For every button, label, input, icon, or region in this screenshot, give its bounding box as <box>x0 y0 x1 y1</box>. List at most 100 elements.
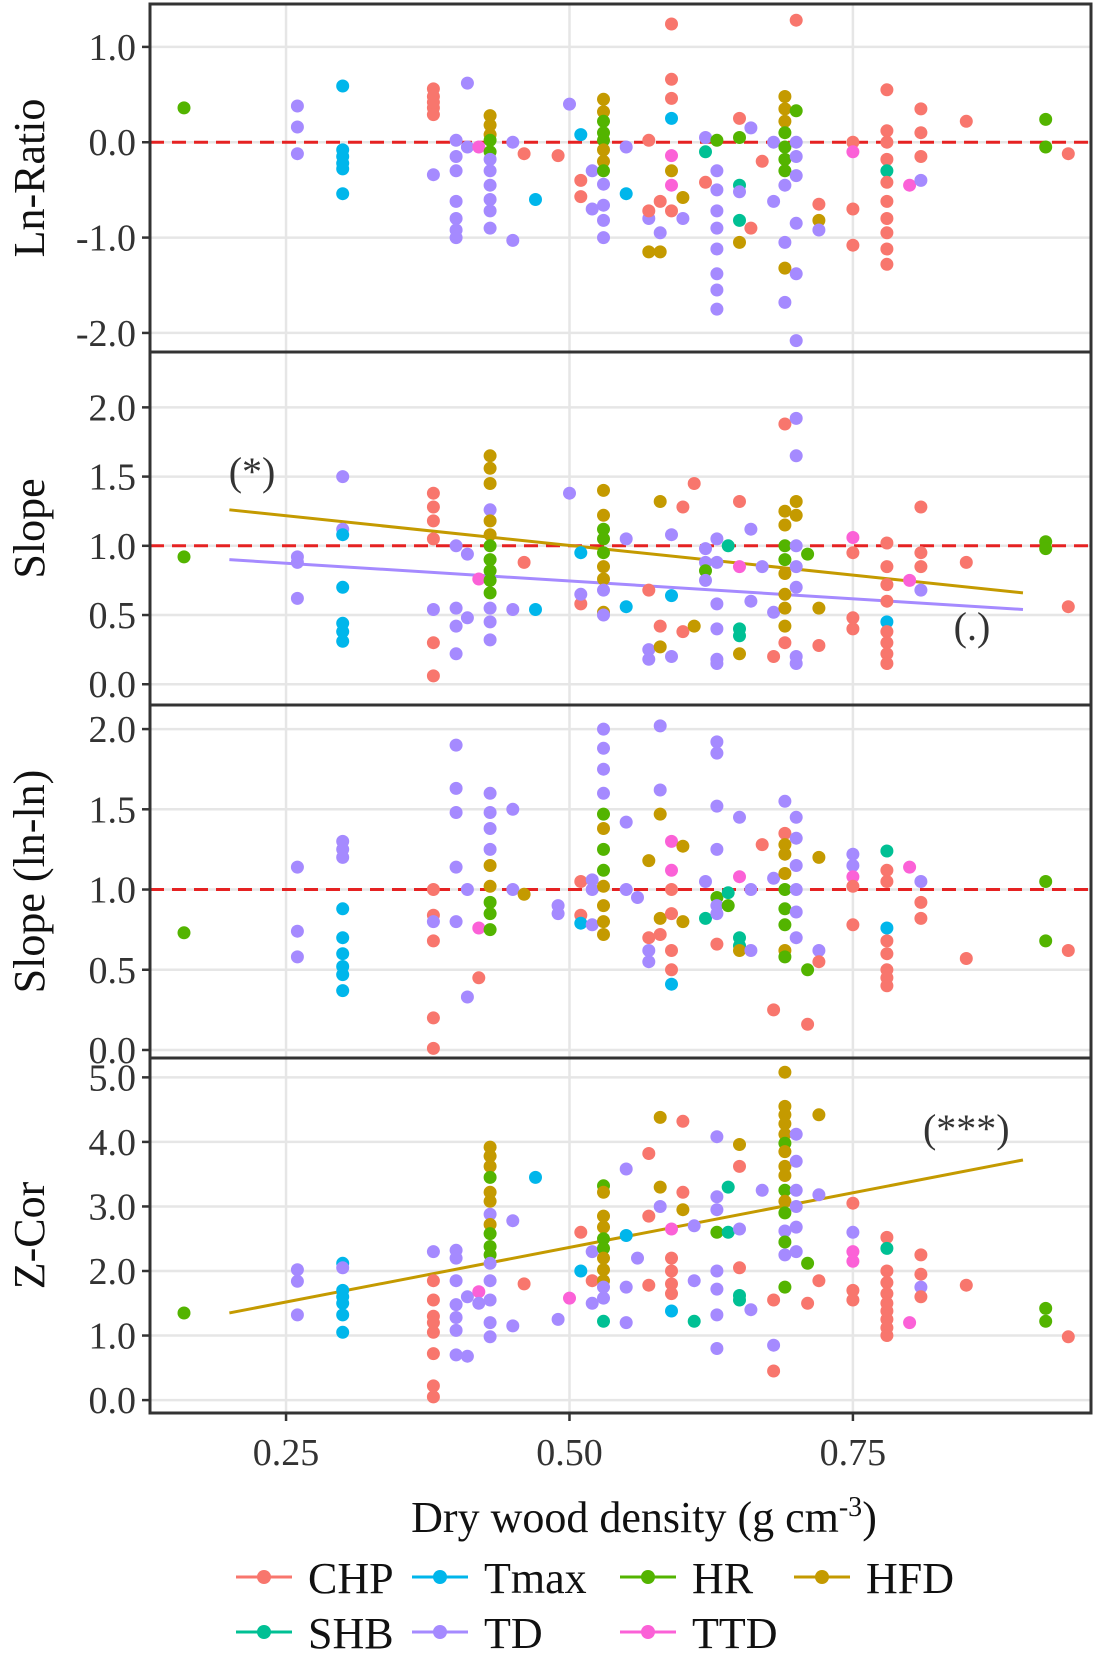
data-point-hr <box>483 564 497 578</box>
data-point-hfd <box>597 92 610 106</box>
data-point-td <box>449 1311 463 1324</box>
data-point-td <box>789 657 803 670</box>
data-point-chp <box>733 495 746 508</box>
data-point-chp <box>914 1267 928 1281</box>
legend-item-shb: SHB <box>236 1609 394 1658</box>
significance-annotation: (*) <box>229 449 276 494</box>
data-point-ttd <box>733 870 746 884</box>
data-point-td <box>460 140 474 154</box>
data-point-td <box>483 806 497 819</box>
data-point-ttd <box>846 1245 860 1259</box>
data-point-td <box>914 875 928 888</box>
data-point-td <box>710 597 724 611</box>
data-point-ttd <box>665 834 678 848</box>
data-point-td <box>449 1348 463 1362</box>
data-point-td <box>665 650 678 663</box>
data-point-td <box>778 295 792 309</box>
data-point-ttd <box>846 870 860 884</box>
data-point-td <box>789 216 803 230</box>
data-point-hfd <box>778 601 792 615</box>
data-point-td <box>483 842 497 856</box>
data-point-chp <box>914 126 928 140</box>
data-point-chp <box>880 83 894 97</box>
data-point-chp <box>517 1277 531 1291</box>
data-point-td <box>733 185 746 199</box>
data-point-hfd <box>483 528 497 542</box>
data-point-td <box>483 1256 497 1270</box>
data-point-hr <box>483 553 497 567</box>
data-point-chp <box>1061 600 1075 614</box>
data-point-hfd <box>597 1263 610 1277</box>
data-point-shb <box>880 164 894 178</box>
data-point-tmax <box>574 546 588 560</box>
data-point-chp <box>642 931 656 945</box>
data-point-td <box>619 1162 633 1176</box>
data-point-td <box>449 738 463 752</box>
data-point-hfd <box>653 911 667 925</box>
data-point-hr <box>778 164 792 178</box>
data-point-td <box>597 722 610 736</box>
data-point-td <box>789 539 803 553</box>
data-point-chp <box>676 500 690 514</box>
data-point-chp <box>812 955 826 969</box>
legend-label: TTD <box>692 1609 778 1658</box>
data-point-td <box>597 583 610 597</box>
data-point-td <box>653 1200 667 1213</box>
data-point-td <box>744 522 758 536</box>
data-point-chp <box>959 1278 973 1292</box>
data-point-td <box>483 822 497 835</box>
data-point-hfd <box>597 822 610 835</box>
data-point-hfd <box>642 854 656 868</box>
data-point-td <box>733 1222 746 1236</box>
data-point-chp <box>653 928 667 941</box>
data-point-chp <box>642 583 656 597</box>
data-point-hr <box>1039 542 1053 556</box>
data-point-chp <box>755 838 769 852</box>
y-tick-label: 1.0 <box>89 1316 137 1358</box>
data-point-hfd <box>597 899 610 913</box>
panel-background <box>150 705 1091 1058</box>
data-point-ttd <box>903 178 917 192</box>
y-tick-label: 0.0 <box>89 1380 137 1422</box>
data-point-shb <box>699 145 712 159</box>
data-point-chp <box>880 135 894 149</box>
data-point-tmax <box>336 1325 350 1339</box>
data-point-chp <box>880 947 894 961</box>
data-point-hfd <box>778 1065 792 1079</box>
data-point-td <box>585 873 599 887</box>
data-point-chp <box>846 546 860 560</box>
data-point-tmax <box>336 902 350 916</box>
data-point-td <box>710 842 724 856</box>
data-point-hfd <box>789 508 803 522</box>
data-point-tmax <box>619 1229 633 1242</box>
data-point-hfd <box>483 879 497 893</box>
data-point-td <box>767 1338 781 1352</box>
data-point-hfd <box>483 1218 497 1231</box>
data-point-chp <box>699 175 712 189</box>
data-point-hfd <box>812 213 826 227</box>
data-point-chp <box>665 204 678 218</box>
y-tick-label: -1.0 <box>76 218 136 260</box>
data-point-hr <box>789 104 803 118</box>
data-point-chp <box>1061 944 1075 957</box>
data-point-chp <box>426 883 440 896</box>
data-point-hr <box>597 1232 610 1246</box>
data-point-td <box>642 955 656 969</box>
data-point-chp <box>880 1276 894 1290</box>
data-point-td <box>449 1298 463 1312</box>
legend-key-dot <box>257 1625 271 1639</box>
data-point-hfd <box>597 572 610 586</box>
data-point-td <box>631 1251 644 1265</box>
data-point-tmax <box>574 1264 588 1278</box>
x-axis-title: Dry wood density (g cm-3) <box>411 1492 877 1542</box>
data-point-hr <box>778 140 792 154</box>
data-point-shb <box>721 1225 735 1239</box>
data-point-hr <box>483 573 497 587</box>
data-point-chp <box>426 1390 440 1404</box>
data-point-td <box>290 860 304 874</box>
y-tick-label: -2.0 <box>76 313 136 355</box>
data-point-chp <box>710 937 724 951</box>
legend-item-hfd: HFD <box>794 1554 954 1603</box>
y-axis-title: Slope <box>5 478 54 578</box>
data-point-tmax <box>336 968 350 982</box>
